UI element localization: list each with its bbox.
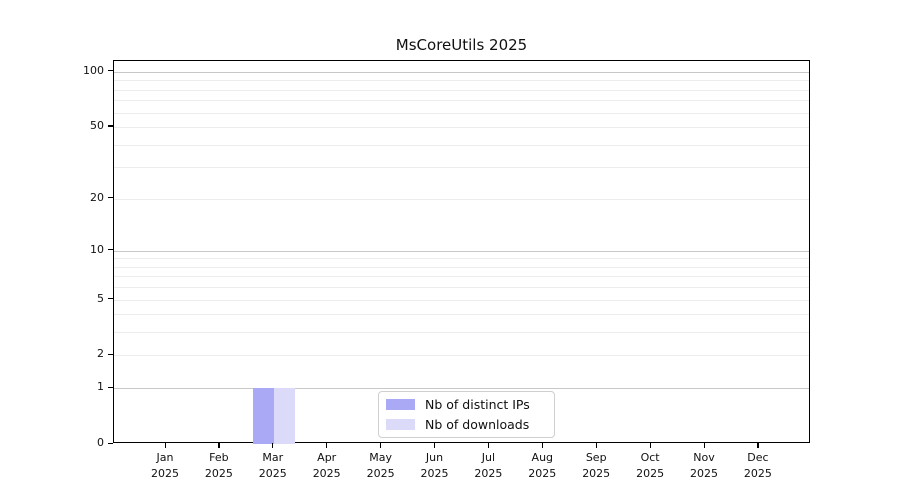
x-tick-mark-dec-2025: [757, 443, 759, 448]
gridline-20: [114, 198, 809, 200]
y-tick-mark-20: [108, 197, 113, 199]
x-tick-label-mar-2025: Mar 2025: [258, 451, 287, 480]
gridline-6: [114, 287, 809, 289]
x-tick-mark-jun-2025: [434, 443, 436, 448]
y-tick-mark-10: [108, 249, 113, 251]
gridline-8: [114, 266, 809, 268]
x-tick-mark-nov-2025: [703, 443, 705, 448]
gridline-3: [114, 332, 809, 334]
gridline-80: [114, 89, 809, 91]
bar-nb-of-downloads-mar-2025: [273, 388, 295, 444]
x-tick-label-aug-2025: Aug 2025: [528, 451, 557, 480]
bar-nb-of-distinct-ips-mar-2025: [252, 388, 274, 444]
y-tick-mark-2: [108, 353, 113, 356]
x-tick-mark-jul-2025: [487, 443, 490, 448]
downloads-swatch-icon: [386, 419, 415, 430]
y-tick-mark-50: [108, 125, 113, 127]
gridline-40: [114, 144, 809, 146]
x-tick-label-sep-2025: Sep 2025: [582, 451, 611, 480]
x-tick-label-apr-2025: Apr 2025: [312, 451, 341, 480]
x-tick-label-jun-2025: Jun 2025: [420, 451, 449, 480]
gridline-50: [114, 126, 809, 128]
gridline-30: [114, 167, 809, 168]
x-tick-label-feb-2025: Feb 2025: [204, 451, 233, 480]
distinct-ips-swatch-icon: [386, 399, 415, 410]
legend-label-distinct-ips: Nb of distinct IPs: [425, 397, 530, 412]
gridline-100: [114, 71, 809, 73]
x-tick-label-oct-2025: Oct 2025: [636, 451, 665, 480]
gridline-70: [114, 100, 809, 102]
x-tick-mark-apr-2025: [326, 443, 328, 448]
gridline-9: [114, 258, 809, 260]
y-tick-label-2: 2: [97, 347, 104, 361]
x-tick-label-dec-2025: Dec 2025: [743, 451, 772, 480]
y-tick-label-0: 0: [97, 436, 104, 449]
x-tick-mark-feb-2025: [218, 443, 220, 448]
gridline-2: [114, 355, 809, 357]
legend: Nb of distinct IPs Nb of downloads: [378, 391, 555, 438]
x-tick-mark-aug-2025: [541, 443, 543, 448]
gridline-10: [114, 250, 809, 252]
gridline-60: [114, 112, 809, 114]
y-tick-label-1: 1: [97, 380, 104, 394]
gridline-1: [114, 388, 809, 390]
y-tick-label-100: 100: [83, 63, 104, 77]
legend-row: Nb of distinct IPs: [386, 397, 546, 412]
chart-title: MsCoreUtils 2025: [395, 36, 528, 54]
gridline-5: [114, 299, 809, 301]
gridline-7: [114, 276, 809, 278]
x-tick-mark-oct-2025: [649, 443, 651, 448]
y-tick-mark-1: [108, 386, 113, 388]
x-tick-mark-may-2025: [380, 443, 382, 448]
y-tick-label-20: 20: [90, 190, 104, 204]
y-tick-label-10: 10: [90, 242, 104, 256]
x-tick-mark-jan-2025: [164, 443, 166, 448]
y-tick-label-5: 5: [97, 291, 104, 305]
y-tick-mark-100: [108, 70, 113, 72]
gridline-4: [114, 314, 809, 316]
x-tick-label-nov-2025: Nov 2025: [690, 451, 718, 480]
y-tick-mark-5: [108, 298, 113, 300]
y-tick-mark-0: [108, 442, 113, 444]
gridline-90: [114, 80, 809, 82]
legend-row: Nb of downloads: [386, 417, 546, 432]
legend-label-downloads: Nb of downloads: [425, 417, 530, 432]
x-tick-mark-mar-2025: [272, 443, 274, 448]
x-tick-mark-sep-2025: [595, 443, 597, 448]
x-tick-label-may-2025: May 2025: [366, 451, 395, 480]
y-tick-label-50: 50: [90, 118, 104, 132]
x-tick-label-jul-2025: Jul 2025: [474, 451, 503, 480]
plot-area: [113, 60, 810, 444]
x-tick-label-jan-2025: Jan 2025: [151, 451, 179, 480]
